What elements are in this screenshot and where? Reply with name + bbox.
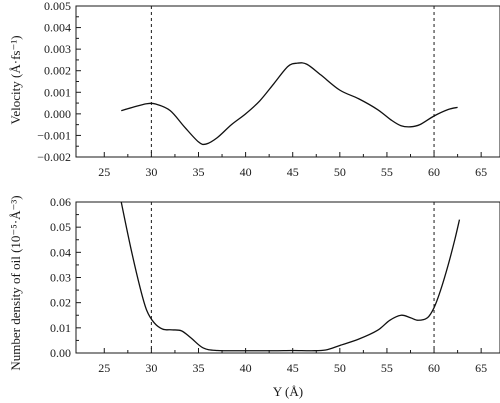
density-y-tick-label: 0.06 — [50, 195, 71, 209]
velocity-y-tick-label: 0.000 — [44, 107, 71, 121]
velocity-x-tick-label: 65 — [475, 165, 487, 179]
density-x-tick-label: 25 — [98, 361, 110, 375]
density-x-tick-label: 55 — [381, 361, 393, 375]
density-y-tick-label: 0.03 — [50, 271, 71, 285]
velocity-series-line — [121, 62, 458, 146]
density-series-line — [120, 202, 461, 352]
density-plot-frame — [75, 201, 500, 354]
velocity-x-tick-label: 55 — [381, 165, 393, 179]
density-x-tick-label: 45 — [287, 361, 299, 375]
density-y-tick-label: 0.00 — [50, 346, 71, 360]
velocity-y-tick-label: 0.001 — [44, 85, 71, 99]
density-x-axis-label: Y (Å) — [273, 384, 303, 399]
velocity-x-tick-label: 25 — [98, 165, 110, 179]
velocity-y-tick-label: 0.005 — [44, 0, 71, 13]
density-y-axis-label: Number density of oil (10⁻⁵·Å⁻³) — [8, 195, 23, 370]
density-y-tick-label: 0.05 — [50, 220, 71, 234]
density-x-tick-label: 40 — [240, 361, 252, 375]
velocity-y-tick-label: −0.002 — [37, 150, 71, 164]
velocity-y-tick-label: 0.003 — [44, 42, 71, 56]
density-y-tick-label: 0.01 — [50, 321, 71, 335]
density-x-tick-label: 30 — [145, 361, 157, 375]
velocity-panel: Velocity (Å·fs⁻¹) 25 30 35 40 45 50 55 60 65 −0.0… — [8, 0, 500, 179]
velocity-x-tick-label: 30 — [145, 165, 157, 179]
velocity-x-tick-label: 45 — [287, 165, 299, 179]
velocity-plot-frame — [75, 5, 500, 158]
velocity-y-axis-label: Velocity (Å·fs⁻¹) — [8, 35, 23, 124]
density-x-tick-label: 50 — [334, 361, 346, 375]
density-x-tick-label: 60 — [428, 361, 440, 375]
velocity-x-tick-label: 60 — [428, 165, 440, 179]
density-x-tick-label: 35 — [192, 361, 204, 375]
velocity-x-tick-label: 50 — [334, 165, 346, 179]
density-panel: Number density of oil (10⁻⁵·Å⁻³) Y (Å) 2… — [8, 195, 500, 399]
density-y-tick-label: 0.02 — [50, 296, 71, 310]
velocity-y-tick-label: 0.002 — [44, 64, 71, 78]
density-x-tick-label: 65 — [475, 361, 487, 375]
velocity-y-tick-label: 0.004 — [44, 21, 71, 35]
velocity-y-tick-label: −0.001 — [37, 128, 71, 142]
velocity-x-tick-label: 35 — [192, 165, 204, 179]
density-y-tick-label: 0.04 — [50, 245, 71, 259]
velocity-x-tick-label: 40 — [240, 165, 252, 179]
